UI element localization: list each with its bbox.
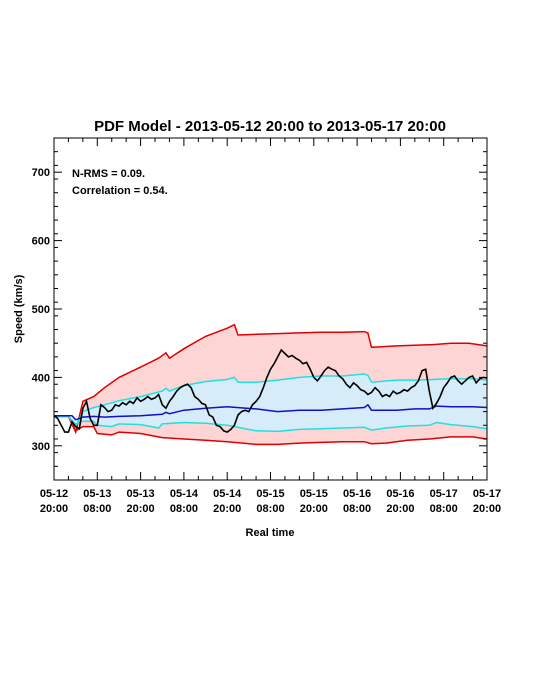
inner-band-lower-line: [54, 415, 488, 433]
annotation-correlation: Correlation = 0.54.: [72, 185, 168, 197]
x-axis-label: Real time: [246, 527, 295, 539]
axis-ticks: 300 400 500 600 700 05-12 20:00 05-13 08:00 05-13…: [32, 138, 501, 515]
x-tick-label-time: 20:00: [386, 503, 414, 515]
x-tick-label-date: 05-16: [386, 488, 414, 500]
x-tick-label-time: 20:00: [473, 503, 501, 515]
x-tick-label-date: 05-12: [40, 488, 68, 500]
y-tick-label: 300: [32, 441, 50, 453]
x-tick-label-date: 05-15: [256, 488, 284, 500]
x-tick-label-time: 08:00: [430, 503, 458, 515]
outer-band-upper-line: [54, 323, 488, 435]
annotation-nrms: N-RMS = 0.09.: [72, 168, 145, 180]
x-tick-label-date: 05-15: [300, 488, 328, 500]
outer-band-lower-line: [54, 415, 488, 446]
x-tick-label-date: 05-16: [343, 488, 371, 500]
observed-speed-line: [53, 348, 488, 433]
x-tick-label-date: 05-17: [430, 488, 458, 500]
x-tick-label-date: 05-13: [127, 488, 155, 500]
x-tick-label-date: 05-14: [170, 488, 199, 500]
x-tick-label-time: 08:00: [256, 503, 284, 515]
x-tick-label-time: 20:00: [127, 503, 155, 515]
model-line: [54, 403, 488, 421]
x-tick-label-time: 20:00: [40, 503, 68, 515]
x-tick-label-time: 20:00: [213, 503, 241, 515]
x-tick-label-time: 20:00: [300, 503, 328, 515]
x-tick-label-time: 08:00: [83, 503, 111, 515]
y-tick-label: 600: [32, 236, 50, 248]
y-tick-label: 700: [32, 167, 50, 179]
y-tick-label: 500: [32, 304, 50, 316]
x-tick-label-date: 05-14: [213, 488, 242, 500]
x-tick-label-time: 08:00: [170, 503, 198, 515]
inner-band-fill: [54, 374, 487, 432]
x-tick-label-date: 05-13: [83, 488, 111, 500]
y-axis-label: Speed (km/s): [13, 274, 25, 343]
x-tick-label-date: 05-17: [473, 488, 501, 500]
x-tick-label-time: 08:00: [343, 503, 371, 515]
chart-title: PDF Model - 2013-05-12 20:00 to 2013-05-…: [94, 118, 446, 135]
y-tick-label: 400: [32, 372, 50, 384]
